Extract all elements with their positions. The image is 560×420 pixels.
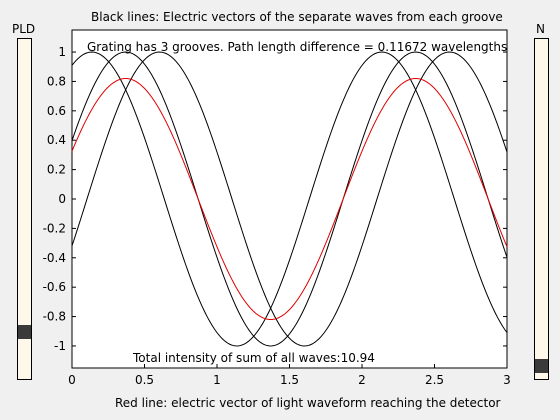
y-tick-label: -0.4 — [43, 251, 66, 265]
info-annotation: Grating has 3 grooves. Path length diffe… — [87, 40, 507, 54]
n-slider[interactable] — [534, 38, 549, 380]
sum-wave — [71, 77, 508, 321]
pld-slider-thumb[interactable] — [18, 324, 31, 339]
x-tick-label: 3 — [503, 373, 511, 387]
n-slider-thumb[interactable] — [535, 359, 548, 373]
y-tick-label: -0.2 — [43, 221, 66, 235]
n-slider-label: N — [536, 22, 545, 36]
intensity-annotation: Total intensity of sum of all waves:10.9… — [132, 351, 375, 365]
window-title: Black lines: Electric vectors of the sep… — [91, 10, 503, 24]
x-tick-label: 1 — [213, 373, 221, 387]
x-tick-label: 1.5 — [280, 373, 299, 387]
y-tick-label: 0.4 — [47, 133, 66, 147]
y-tick-label: -0.6 — [43, 280, 66, 294]
pld-slider[interactable] — [17, 38, 32, 380]
x-tick-label: 2.5 — [425, 373, 444, 387]
x-tick-label: 0.5 — [135, 373, 154, 387]
x-tick-label: 0 — [68, 373, 76, 387]
y-tick-label: 0.2 — [47, 163, 66, 177]
plot-area — [71, 29, 508, 369]
y-tick-label: -1 — [54, 339, 66, 353]
y-tick-label: 1 — [58, 45, 66, 59]
y-tick-label: 0.8 — [47, 74, 66, 88]
pld-slider-label: PLD — [12, 22, 36, 36]
x-tick-label: 2 — [358, 373, 366, 387]
y-tick-label: 0.6 — [47, 104, 66, 118]
y-tick-label: -0.8 — [43, 310, 66, 324]
footer-caption: Red line: electric vector of light wavef… — [115, 396, 501, 410]
groove-wave-1 — [71, 51, 508, 347]
groove-wave-2 — [71, 51, 508, 347]
groove-wave-3 — [71, 51, 508, 347]
y-tick-label: 0 — [58, 192, 66, 206]
